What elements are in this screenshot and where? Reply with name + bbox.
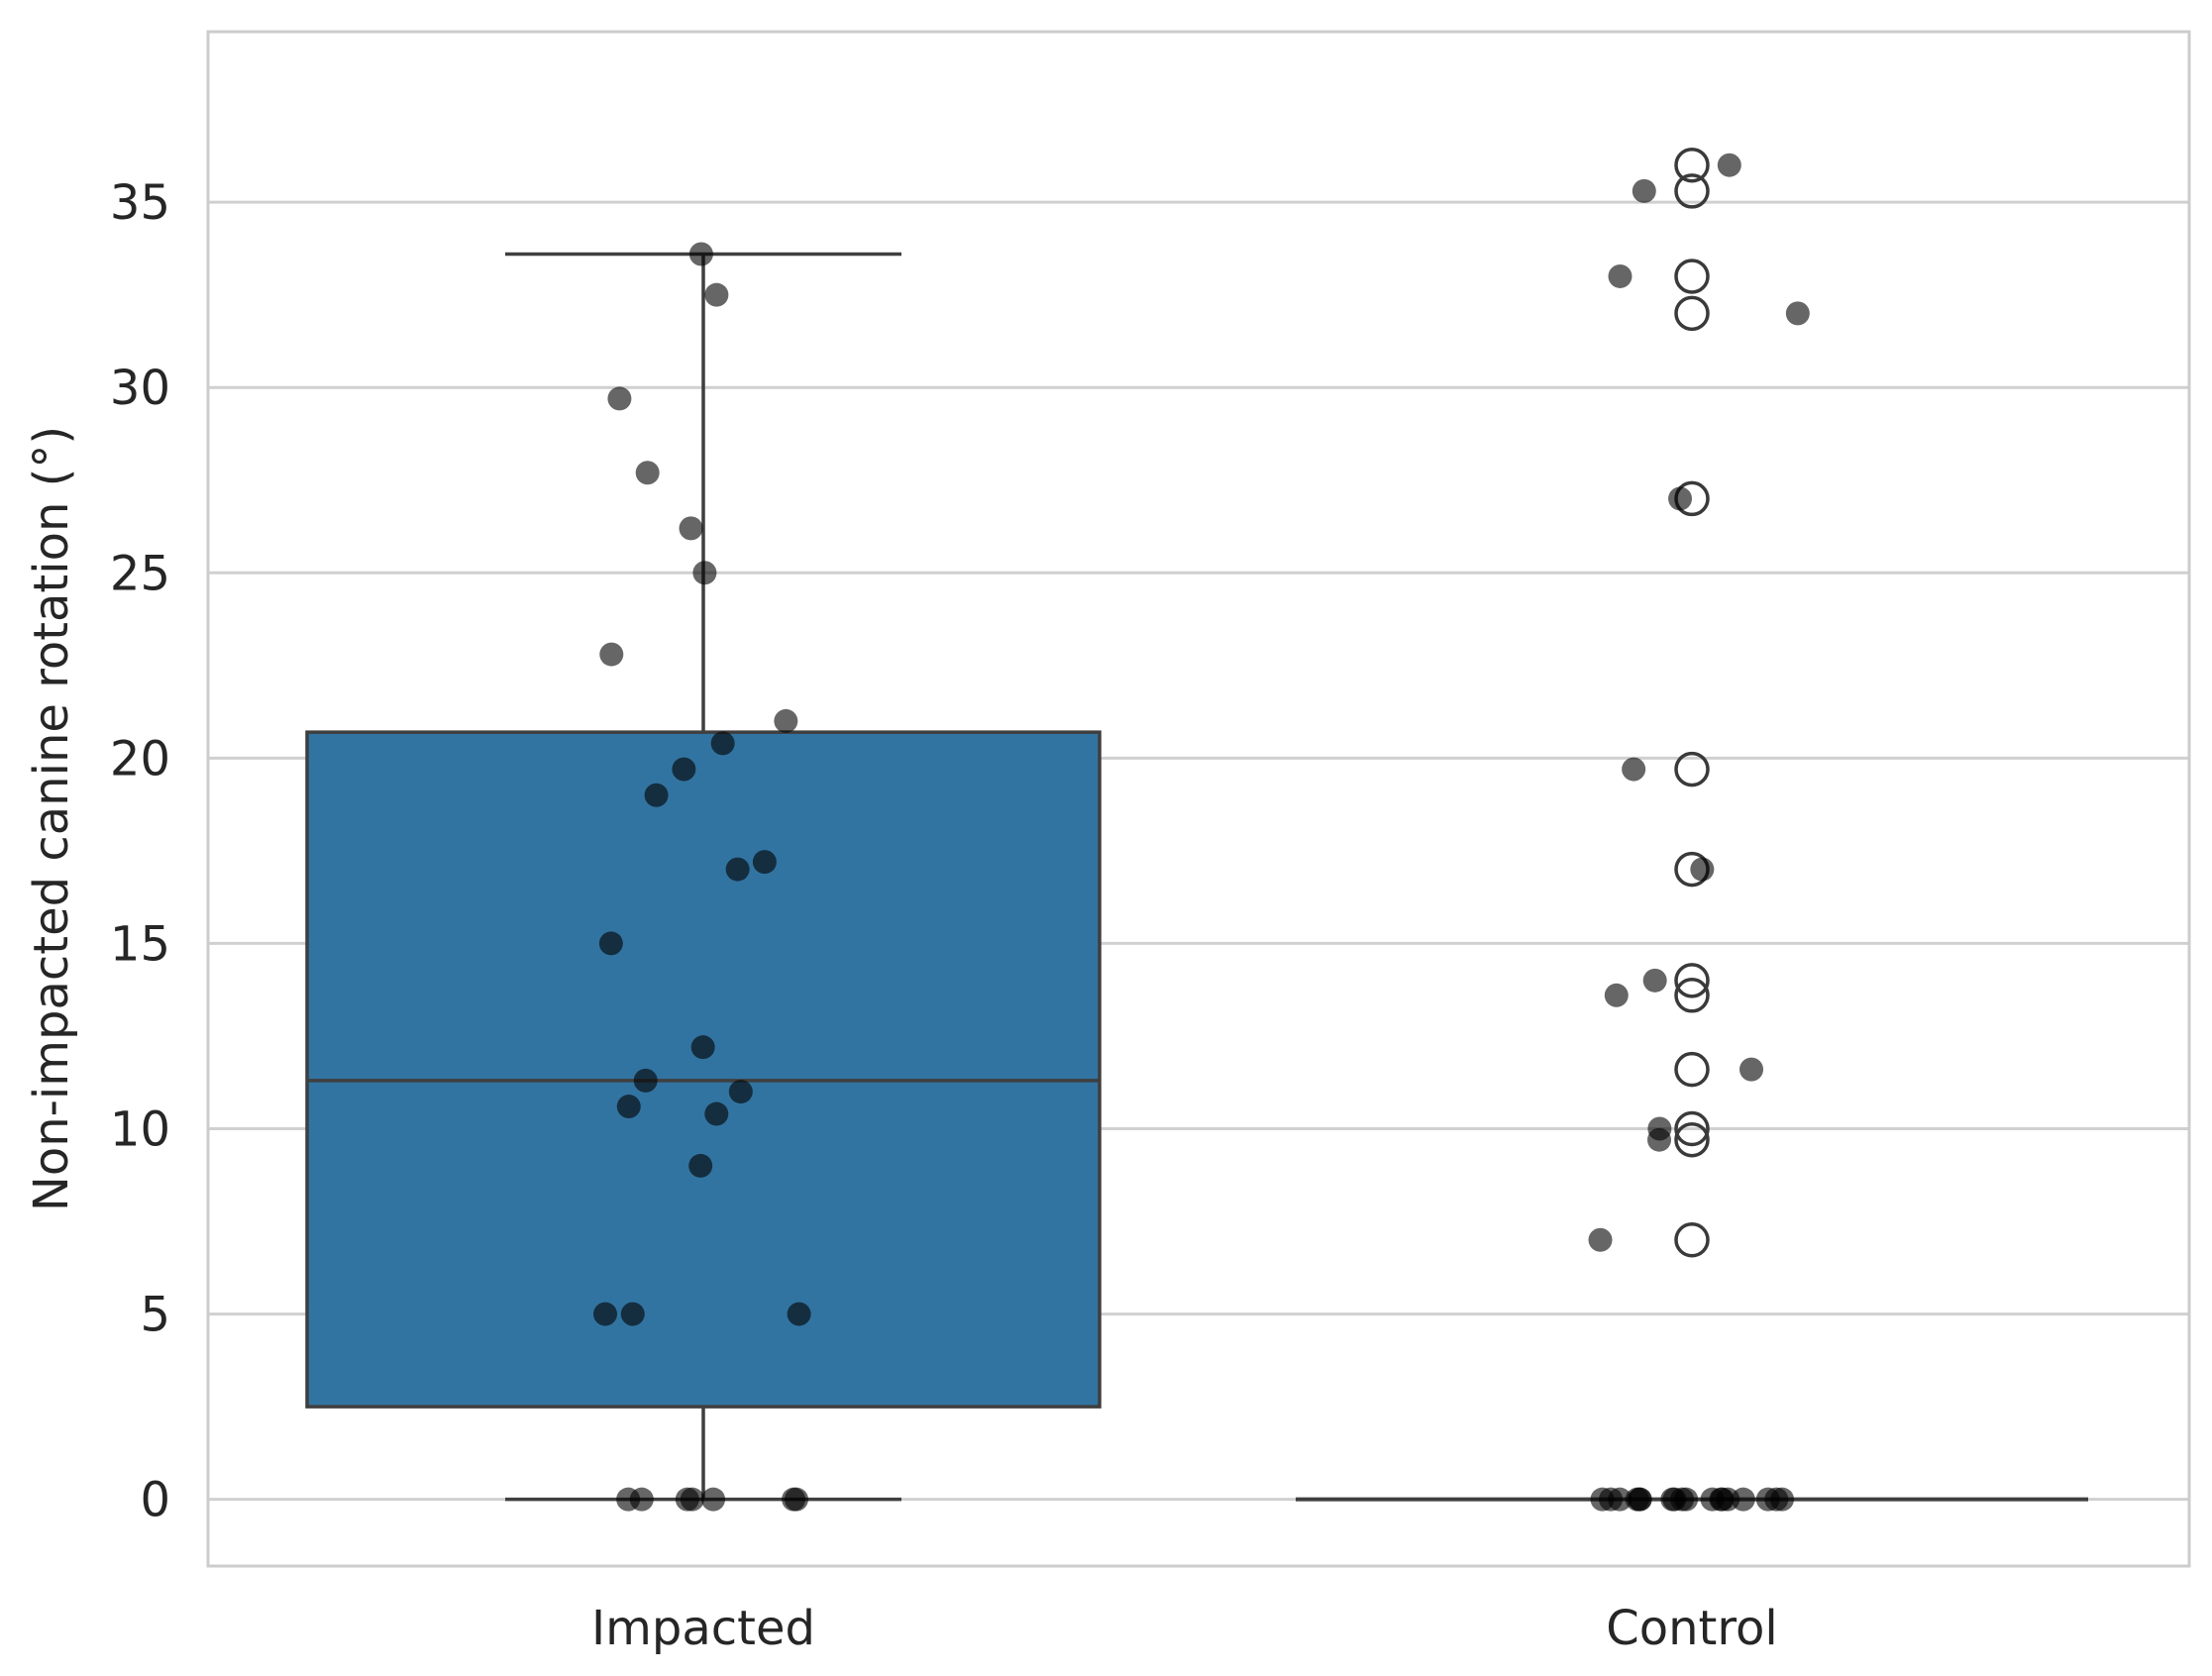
outlier-marker (1674, 751, 1710, 787)
outlier-marker (1674, 173, 1710, 209)
data-point (728, 1080, 753, 1104)
data-point (774, 708, 798, 733)
data-point (1690, 857, 1715, 882)
data-point (1647, 1127, 1672, 1152)
data-point (1770, 1487, 1795, 1512)
outlier-marker (1674, 1121, 1710, 1158)
data-point (629, 1487, 654, 1512)
y-tick-label: 30 (110, 361, 170, 416)
outlier-marker (1674, 147, 1710, 183)
outlier-marker (1674, 1221, 1710, 1258)
data-point (599, 642, 624, 667)
data-point (679, 516, 703, 541)
y-tick-label: 25 (110, 546, 170, 601)
data-point (688, 242, 713, 266)
data-point (688, 1153, 713, 1178)
data-point (1608, 263, 1633, 288)
data-point (633, 1068, 658, 1093)
data-point (635, 461, 660, 485)
data-point (644, 783, 669, 807)
outlier-marker (1674, 1051, 1710, 1088)
y-tick-label: 20 (110, 731, 170, 786)
data-point (620, 1302, 645, 1326)
data-point (704, 282, 729, 307)
data-point (1622, 757, 1646, 782)
x-tick-label: Impacted (591, 1601, 815, 1656)
outlier-marker (1674, 259, 1710, 294)
data-point (1717, 153, 1741, 177)
data-point (672, 757, 696, 782)
y-tick-label: 5 (140, 1288, 170, 1343)
data-point (1625, 1487, 1649, 1512)
data-point (704, 1101, 729, 1126)
points (593, 147, 1810, 1512)
data-point (752, 850, 777, 875)
data-point (1739, 1057, 1764, 1082)
tick-labels: 0 5 10 15 20 25 30 35 Impacted Control (110, 175, 1778, 1656)
data-point (1588, 1227, 1613, 1252)
y-axis-label: Non-impacted canine rotation (°) (24, 426, 79, 1211)
x-tick-label: Control (1606, 1601, 1778, 1656)
data-point (701, 1487, 726, 1512)
outlier-marker (1674, 1110, 1710, 1147)
data-point (782, 1487, 806, 1512)
y-tick-label: 35 (110, 175, 170, 231)
data-point (1662, 1487, 1687, 1512)
data-point (1709, 1487, 1734, 1512)
data-point (692, 561, 717, 585)
y-tick-label: 15 (110, 916, 170, 972)
data-point (690, 1035, 715, 1060)
data-point (1590, 1487, 1615, 1512)
data-point (1668, 486, 1693, 511)
data-point (607, 386, 632, 411)
box-iqr (305, 730, 1102, 1409)
y-tick-label: 0 (140, 1473, 170, 1528)
outlier-marker (1674, 295, 1710, 332)
plot-area-frame (206, 30, 2191, 1568)
data-point (1632, 178, 1656, 203)
y-tick-label: 10 (110, 1101, 170, 1157)
data-point (1604, 983, 1629, 1007)
data-point (787, 1302, 811, 1326)
data-point (616, 1095, 641, 1119)
outlier-marker (1674, 963, 1710, 998)
data-point (1785, 301, 1810, 326)
data-point (593, 1302, 618, 1326)
data-point (598, 931, 623, 956)
data-point (710, 731, 735, 756)
outlier-marker (1674, 978, 1710, 1013)
data-point (1642, 968, 1667, 993)
data-point (675, 1487, 699, 1512)
data-point (725, 857, 750, 882)
